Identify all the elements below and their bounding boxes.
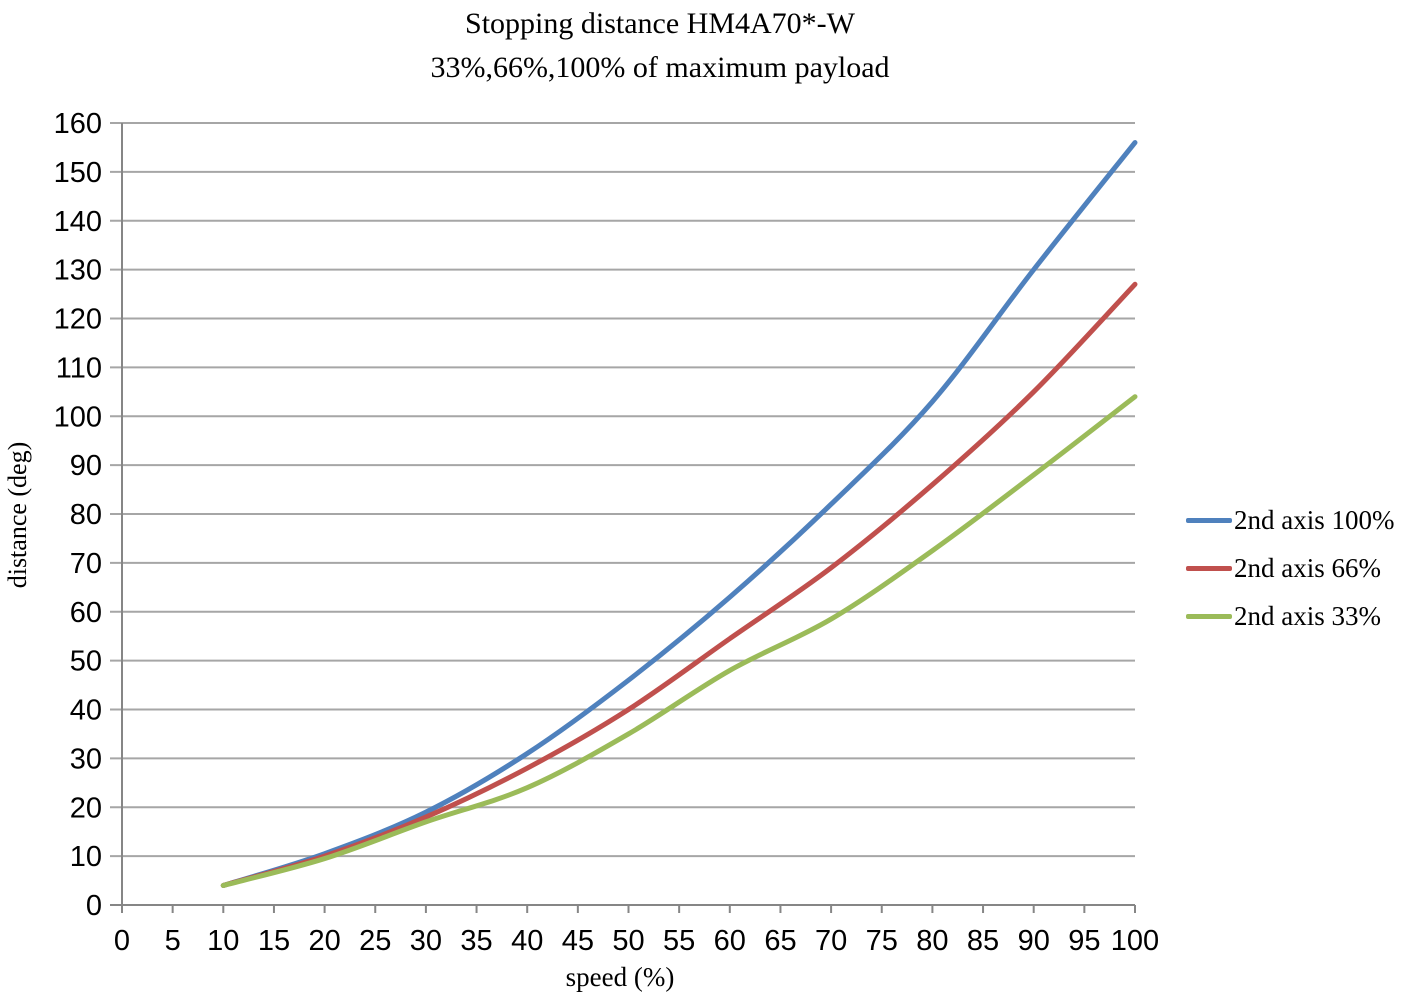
legend: 2nd axis 100% 2nd axis 66% 2nd axis 33%	[1186, 496, 1394, 640]
svg-text:70: 70	[70, 548, 102, 580]
y-axis-title: distance (deg)	[3, 441, 32, 589]
svg-text:160: 160	[54, 108, 102, 140]
chart-title-block: Stopping distance HM4A70*-W 33%,66%,100%…	[430, 2, 889, 90]
chart-title: Stopping distance HM4A70*-W	[465, 7, 855, 40]
svg-text:95: 95	[1068, 925, 1100, 957]
svg-text:50: 50	[612, 925, 644, 957]
legend-item: 2nd axis 100%	[1186, 496, 1394, 544]
svg-text:90: 90	[70, 450, 102, 482]
svg-text:0: 0	[114, 925, 130, 957]
svg-text:70: 70	[815, 925, 847, 957]
svg-text:110: 110	[56, 352, 102, 384]
svg-text:40: 40	[511, 925, 543, 957]
svg-text:40: 40	[70, 695, 102, 727]
legend-label: 2nd axis 66%	[1234, 552, 1381, 583]
svg-text:60: 60	[714, 925, 746, 957]
legend-line-swatch-blue	[1186, 517, 1232, 523]
legend-line-swatch-green	[1186, 613, 1232, 619]
svg-text:30: 30	[410, 925, 442, 957]
svg-text:15: 15	[258, 925, 290, 957]
svg-text:45: 45	[562, 925, 594, 957]
legend-label: 2nd axis 33%	[1234, 600, 1381, 631]
svg-text:120: 120	[54, 304, 102, 336]
legend-item: 2nd axis 66%	[1186, 544, 1394, 592]
svg-text:60: 60	[70, 597, 102, 629]
svg-text:10: 10	[70, 841, 102, 873]
svg-text:50: 50	[70, 646, 102, 678]
svg-text:90: 90	[1018, 925, 1050, 957]
svg-text:55: 55	[663, 925, 695, 957]
svg-text:5: 5	[165, 925, 181, 957]
svg-text:100: 100	[1111, 925, 1159, 957]
svg-text:150: 150	[54, 157, 102, 189]
legend-line-swatch-red	[1186, 565, 1232, 571]
svg-text:35: 35	[460, 925, 492, 957]
svg-text:140: 140	[54, 206, 102, 238]
svg-text:75: 75	[866, 925, 898, 957]
svg-text:80: 80	[916, 925, 948, 957]
svg-text:85: 85	[967, 925, 999, 957]
x-axis-title: speed (%)	[565, 962, 675, 992]
svg-text:65: 65	[764, 925, 796, 957]
legend-item: 2nd axis 33%	[1186, 592, 1394, 640]
svg-text:0: 0	[86, 890, 102, 922]
svg-text:10: 10	[207, 925, 239, 957]
svg-text:130: 130	[54, 255, 102, 287]
svg-text:30: 30	[70, 743, 102, 775]
svg-text:100: 100	[54, 401, 102, 433]
legend-label: 2nd axis 100%	[1234, 504, 1395, 535]
chart-subtitle: 33%,66%,100% of maximum payload	[430, 51, 890, 84]
svg-text:20: 20	[308, 925, 340, 957]
svg-text:20: 20	[70, 792, 102, 824]
svg-text:80: 80	[70, 499, 102, 531]
svg-text:25: 25	[359, 925, 391, 957]
